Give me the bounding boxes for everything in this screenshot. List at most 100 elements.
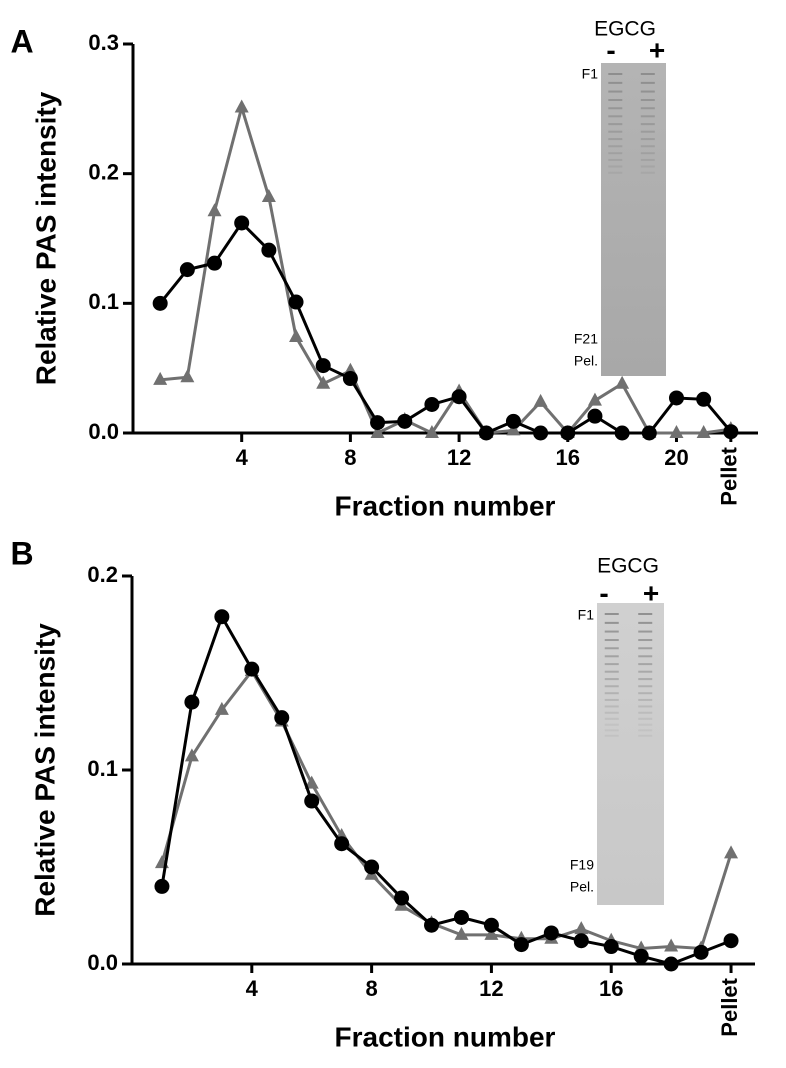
data-point <box>214 609 230 625</box>
gel-band <box>608 171 623 174</box>
gel-band <box>638 692 653 695</box>
x-tick-label: Pellet <box>717 977 742 1036</box>
gel-band <box>638 729 653 732</box>
x-axis-title: Fraction number <box>335 1021 556 1052</box>
gel-band <box>608 138 623 141</box>
data-point <box>573 933 589 949</box>
gel-label: F1 <box>582 66 599 82</box>
lane-label: - <box>599 577 608 608</box>
gel-band <box>640 73 655 75</box>
data-point <box>288 294 304 310</box>
data-point <box>483 917 499 933</box>
data-point <box>533 425 549 441</box>
y-tick-label: 0.1 <box>87 756 118 781</box>
gel-band <box>604 678 619 681</box>
data-point <box>664 938 679 952</box>
gel-band <box>640 130 655 133</box>
gel-band <box>604 670 619 673</box>
data-point <box>506 422 521 436</box>
gel-label: F21 <box>574 331 598 347</box>
data-point <box>207 255 223 271</box>
data-point <box>663 956 679 972</box>
gel-band <box>638 613 653 615</box>
gel-band <box>640 145 655 148</box>
data-point <box>574 921 589 935</box>
y-axis-title: Relative PAS intensity <box>29 623 60 917</box>
data-point <box>424 425 439 438</box>
data-point <box>641 425 657 441</box>
data-point <box>505 413 521 429</box>
data-point <box>244 661 260 677</box>
gel-band <box>604 639 619 642</box>
gel-band <box>608 165 623 168</box>
data-point <box>397 413 413 429</box>
data-point <box>394 890 410 906</box>
gel-band <box>604 655 619 658</box>
data-point <box>560 425 576 441</box>
y-tick-label: 0.2 <box>88 159 119 184</box>
gel-band <box>640 138 655 141</box>
gel-band <box>638 678 653 681</box>
data-point <box>261 242 277 258</box>
data-point <box>693 944 709 960</box>
data-point <box>633 948 649 964</box>
gel-band <box>608 115 623 118</box>
data-point <box>370 415 386 431</box>
y-tick-label: 0.1 <box>88 289 119 314</box>
x-tick-label: 4 <box>236 445 249 470</box>
data-point <box>184 694 200 710</box>
lane-label: - <box>606 34 615 65</box>
data-point <box>179 262 195 278</box>
data-point <box>484 926 499 940</box>
data-point <box>696 391 712 407</box>
data-point <box>723 424 739 440</box>
gel-band <box>604 729 619 732</box>
gel-band <box>638 621 653 624</box>
gel-band <box>608 107 623 110</box>
gel-band <box>640 158 655 161</box>
gel-band <box>640 81 655 84</box>
data-point <box>724 845 739 859</box>
data-point <box>478 425 494 441</box>
gel-band <box>638 711 653 714</box>
gel-band <box>638 670 653 673</box>
gel-band <box>608 123 623 126</box>
data-point <box>184 748 199 762</box>
x-tick-label: 20 <box>664 445 688 470</box>
gel-band <box>638 647 653 650</box>
gel-band <box>604 711 619 714</box>
panel-label: B <box>10 535 33 571</box>
gel-band <box>608 81 623 84</box>
data-point <box>214 701 229 715</box>
data-point <box>315 358 331 374</box>
gel-band <box>604 647 619 650</box>
gel-band <box>638 698 653 701</box>
gel-band <box>604 698 619 701</box>
x-tick-label: 8 <box>344 445 356 470</box>
gel-band <box>604 717 619 720</box>
data-point <box>669 425 684 438</box>
gel-band <box>638 723 653 726</box>
gel-band <box>640 152 655 155</box>
inset-title: EGCG <box>597 555 659 578</box>
gel-image <box>601 63 666 376</box>
x-axis-title: Fraction number <box>335 490 556 521</box>
series-line <box>160 102 732 436</box>
gel-band <box>608 152 623 155</box>
gel-band <box>640 107 655 110</box>
gel-label: Pel. <box>570 879 594 895</box>
gel-label: F1 <box>578 607 595 623</box>
gel-band <box>640 165 655 168</box>
gel-band <box>608 90 623 93</box>
data-point <box>513 937 529 953</box>
x-tick-label: 12 <box>479 976 503 1001</box>
gel-band <box>640 115 655 118</box>
data-point <box>234 215 250 231</box>
y-axis-title: Relative PAS intensity <box>30 91 61 385</box>
gel-label: Pel. <box>574 353 598 369</box>
gel-band <box>604 685 619 688</box>
gel-band <box>604 705 619 708</box>
gel-label: F19 <box>570 857 594 873</box>
gel-band <box>604 723 619 726</box>
data-point <box>587 392 602 406</box>
